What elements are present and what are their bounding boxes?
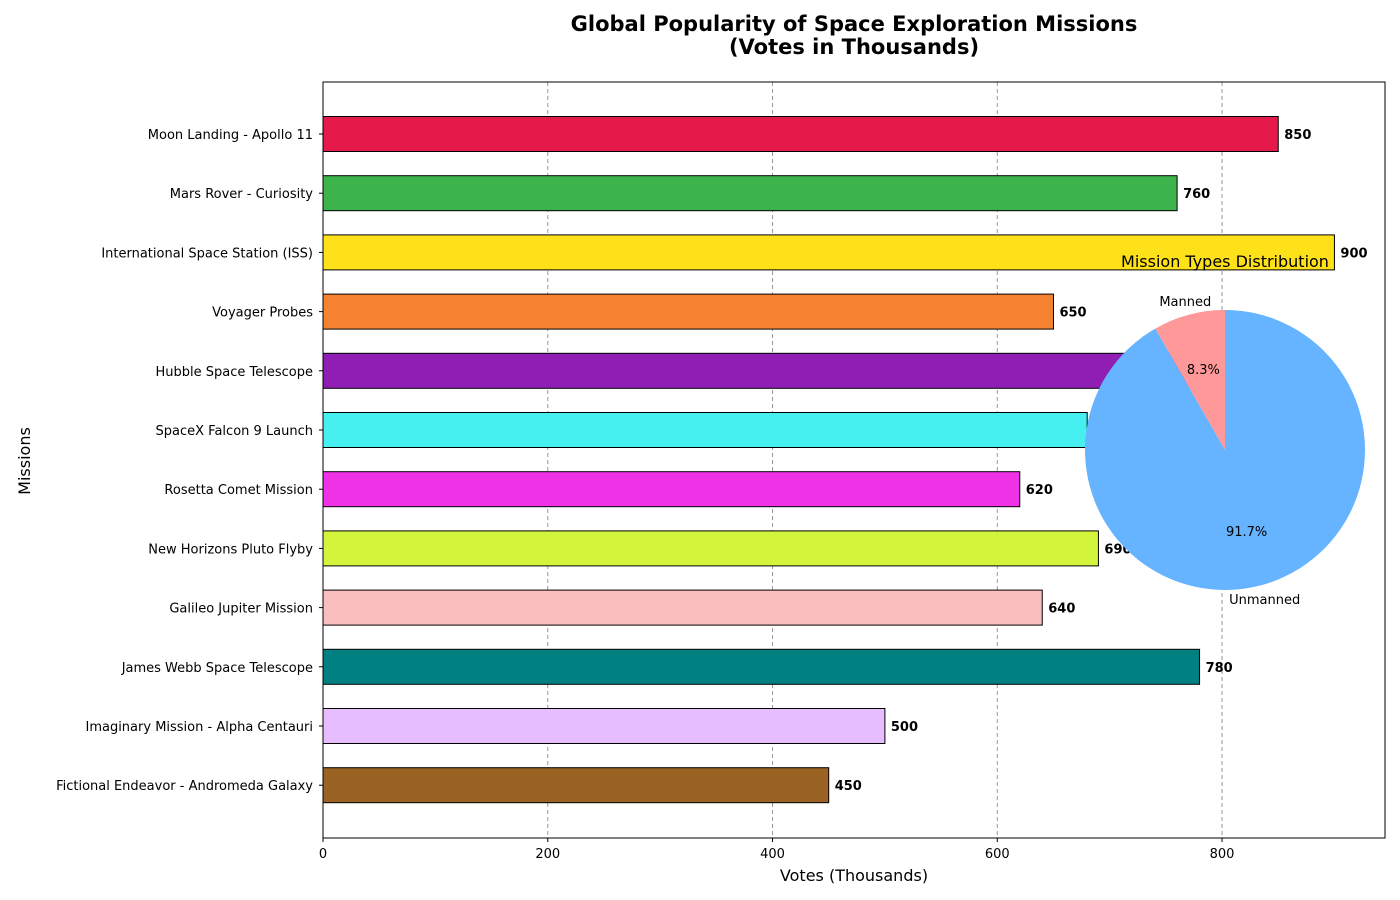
y-tick-label: Galileo Jupiter Mission — [169, 602, 313, 617]
bar — [322, 708, 886, 744]
y-tick-label: Moon Landing - Apollo 11 — [148, 128, 313, 143]
bar-value-label: 620 — [1026, 483, 1053, 498]
chart-title-line2: (Votes in Thousands) — [729, 35, 979, 59]
x-axis-label: Votes (Thousands) — [780, 866, 928, 885]
bar-value-label: 450 — [835, 779, 862, 794]
y-tick-label: James Webb Space Telescope — [121, 661, 313, 676]
bar — [322, 412, 1088, 448]
bar-value-label: 900 — [1340, 246, 1367, 261]
x-tick-label: 0 — [319, 847, 327, 862]
bar — [322, 116, 1279, 152]
y-tick-label: Fictional Endeavor - Andromeda Galaxy — [56, 779, 313, 794]
bar-value-label: 850 — [1284, 128, 1311, 143]
y-tick-label: International Space Station (ISS) — [101, 246, 313, 261]
bar-value-label: 500 — [891, 720, 918, 735]
y-tick-label: New Horizons Pluto Flyby — [148, 542, 313, 557]
x-tick-label: 800 — [1210, 847, 1235, 862]
chart-title: Global Popularity of Space Exploration M… — [571, 12, 1138, 59]
pie-slice — [1085, 309, 1366, 590]
y-tick-label: Imaginary Mission - Alpha Centauri — [85, 720, 313, 735]
x-tick-label: 400 — [760, 847, 785, 862]
x-tick-label: 200 — [535, 847, 560, 862]
y-tick-label: Rosetta Comet Mission — [164, 483, 313, 498]
y-tick-label: SpaceX Falcon 9 Launch — [156, 424, 313, 439]
y-tick-label: Mars Rover - Curiosity — [170, 187, 314, 202]
pie-slice-label: Manned — [1159, 295, 1211, 310]
y-axis-label: Missions — [15, 427, 34, 495]
y-tick-labels: Moon Landing - Apollo 11 Mars Rover - Cur… — [56, 128, 323, 794]
bar-value-label: 640 — [1048, 602, 1075, 617]
plot-frame — [322, 81, 1386, 839]
bar — [322, 648, 1201, 685]
bar-value-label: 650 — [1059, 306, 1086, 321]
pie-slice-label: Unmanned — [1229, 593, 1300, 608]
bar-value-label: 780 — [1206, 661, 1233, 676]
pie-title: Mission Types Distribution — [1121, 252, 1329, 271]
x-tick-labels: 0 200 400 600 800 — [319, 838, 1235, 862]
pie-percent-label: 91.7% — [1226, 525, 1267, 540]
bar — [322, 175, 1178, 212]
bar — [322, 589, 1043, 626]
pie-slice — [1155, 310, 1225, 450]
pie-inset: Manned 8.3% Unmanned 91.7% Mission Types Dis… — [1085, 252, 1366, 608]
pie-percent-label: 8.3% — [1187, 363, 1220, 378]
chart-title-line1: Global Popularity of Space Exploration M… — [571, 12, 1138, 36]
y-tick-label: Voyager Probes — [212, 306, 313, 321]
bar-value-label: 760 — [1183, 187, 1210, 202]
x-tick-label: 600 — [985, 847, 1010, 862]
bar-series — [322, 116, 1335, 804]
bar — [322, 471, 1021, 508]
bar — [322, 234, 1335, 271]
bar — [322, 530, 1099, 567]
y-tick-label: Hubble Space Telescope — [156, 365, 313, 380]
bar — [322, 767, 830, 804]
bar — [322, 293, 1054, 330]
